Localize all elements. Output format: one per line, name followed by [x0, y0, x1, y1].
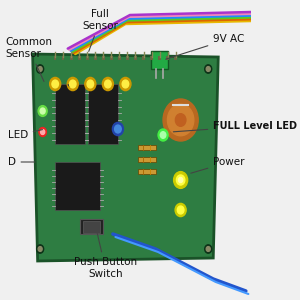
Circle shape [120, 77, 131, 91]
Polygon shape [33, 54, 218, 261]
Bar [80, 219, 103, 234]
Text: Full
Sensor: Full Sensor [82, 9, 118, 51]
Circle shape [67, 77, 78, 91]
Circle shape [87, 80, 94, 88]
Circle shape [102, 77, 113, 91]
Circle shape [177, 206, 184, 214]
Circle shape [38, 106, 47, 116]
Circle shape [50, 77, 61, 91]
Bar [138, 169, 155, 174]
Bar [55, 84, 85, 144]
Circle shape [175, 203, 186, 217]
Circle shape [70, 80, 76, 88]
Circle shape [85, 77, 96, 91]
Bar [83, 220, 101, 232]
Bar [86, 56, 88, 60]
Circle shape [163, 99, 198, 141]
Bar [102, 56, 105, 60]
Circle shape [122, 80, 129, 88]
Circle shape [115, 125, 121, 133]
Text: 9V AC: 9V AC [166, 34, 244, 59]
Circle shape [206, 247, 210, 251]
Circle shape [174, 172, 188, 188]
Circle shape [39, 128, 46, 136]
Circle shape [112, 122, 123, 136]
Circle shape [37, 245, 44, 253]
Bar [118, 56, 121, 60]
Text: Common
Sensor: Common Sensor [5, 37, 52, 82]
Circle shape [205, 65, 212, 73]
Text: Power: Power [191, 157, 245, 173]
Bar [158, 56, 161, 60]
Text: D: D [8, 157, 35, 167]
Text: Push Button
Switch: Push Button Switch [74, 228, 137, 279]
Circle shape [160, 132, 166, 138]
Circle shape [38, 247, 42, 251]
Circle shape [40, 108, 45, 114]
Bar [70, 56, 73, 60]
Circle shape [52, 80, 59, 88]
Bar [78, 56, 80, 60]
Bar [142, 56, 145, 60]
Bar [151, 51, 168, 69]
Bar [166, 56, 169, 60]
Circle shape [206, 67, 210, 71]
Bar [174, 56, 177, 60]
Bar [54, 56, 56, 60]
Circle shape [205, 245, 212, 253]
Text: FULL Level LED: FULL Level LED [173, 121, 297, 132]
Bar [138, 157, 155, 162]
Bar [110, 56, 112, 60]
Bar [55, 162, 100, 210]
Text: LED: LED [8, 130, 42, 140]
Circle shape [37, 65, 44, 73]
Circle shape [38, 67, 42, 71]
Bar [62, 56, 64, 60]
Circle shape [176, 114, 186, 126]
Circle shape [178, 178, 183, 182]
Bar [126, 56, 129, 60]
Bar [88, 84, 118, 144]
Bar [134, 56, 137, 60]
Bar [150, 56, 153, 60]
Circle shape [167, 104, 194, 136]
Circle shape [158, 129, 168, 141]
Circle shape [40, 130, 45, 134]
Circle shape [176, 175, 185, 185]
Circle shape [105, 80, 111, 88]
Bar [138, 145, 155, 150]
Bar [94, 56, 97, 60]
